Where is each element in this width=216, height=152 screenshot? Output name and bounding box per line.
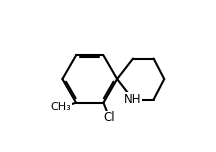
Text: Cl: Cl (104, 111, 115, 124)
Text: NH: NH (124, 93, 142, 106)
Text: CH₃: CH₃ (51, 102, 71, 112)
